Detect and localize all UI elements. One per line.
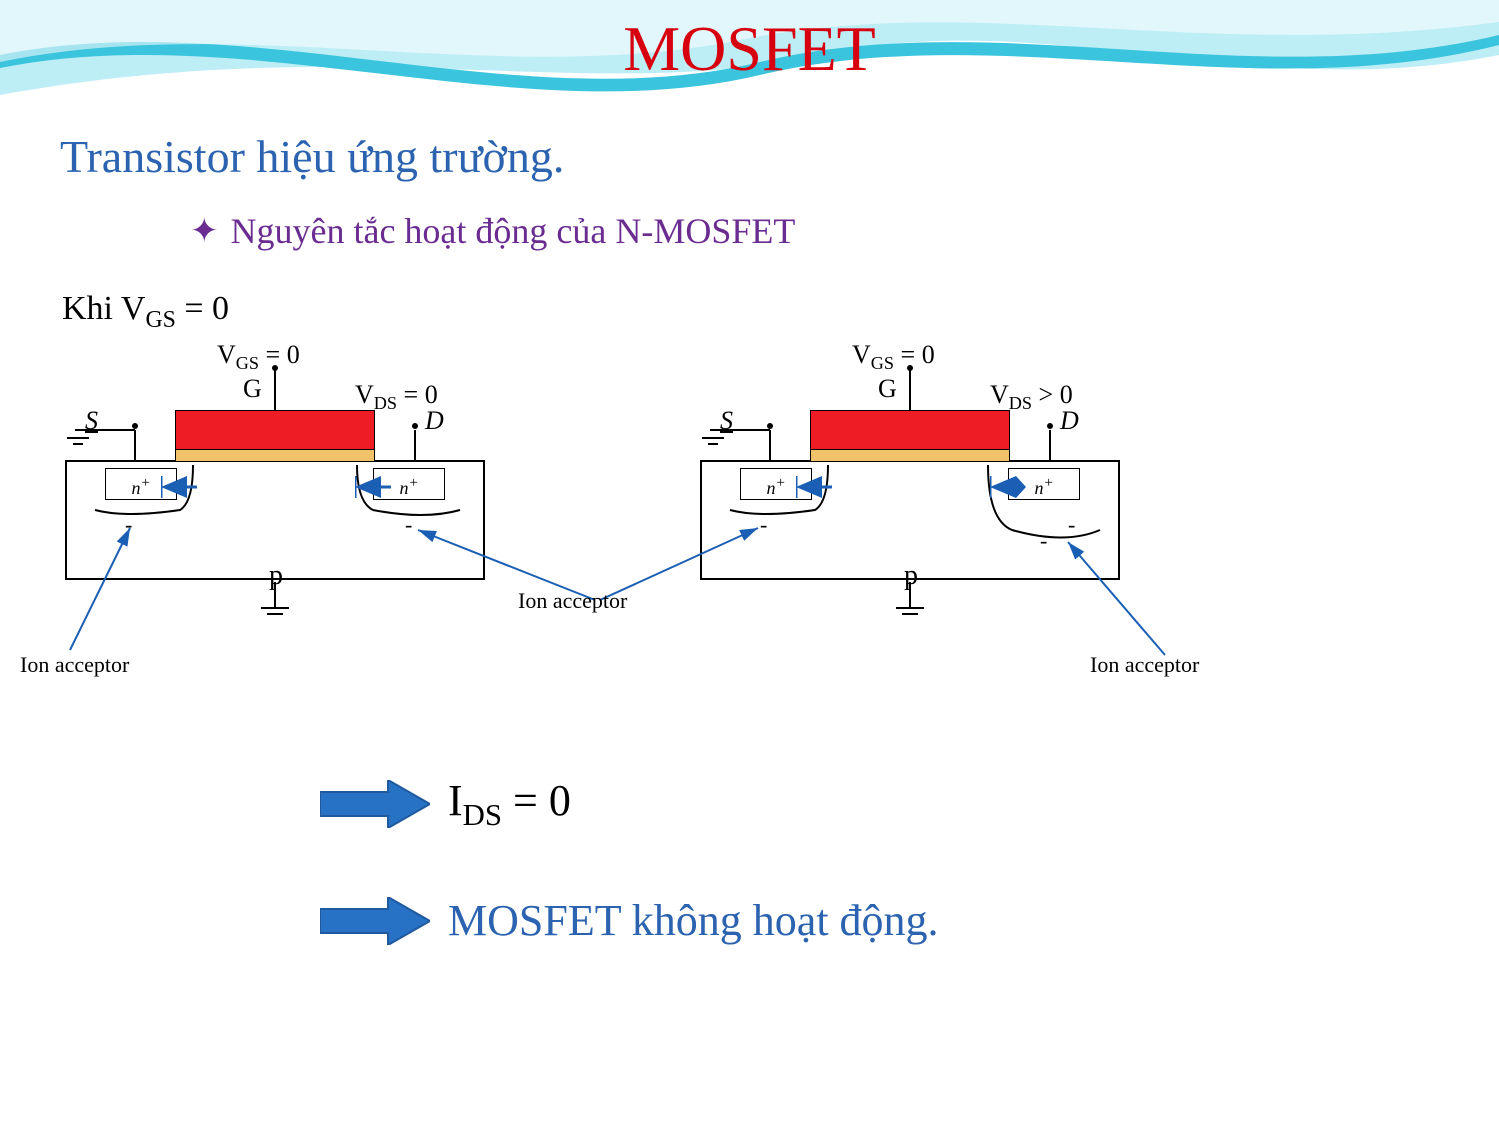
oxide-layer <box>810 448 1010 462</box>
slide-subtitle: Transistor hiệu ứng trường. <box>60 130 564 183</box>
diode-right-icon <box>990 476 1026 498</box>
vgs-label-right: VGS = 0 <box>852 340 935 374</box>
oxide-layer <box>175 448 375 462</box>
ids-text: IDS = 0 <box>448 775 571 833</box>
terminal-s: S <box>720 406 733 436</box>
bullet-line: ✦ Nguyên tắc hoạt động của N-MOSFET <box>190 210 795 252</box>
result-status: MOSFET không hoạt động. <box>320 895 939 946</box>
condition-text: Khi VGS = 0 <box>62 290 229 334</box>
status-text: MOSFET không hoạt động. <box>448 895 939 946</box>
diode-left-icon <box>796 476 832 498</box>
bullet-star-icon: ✦ <box>190 211 219 251</box>
diode-right-icon <box>355 476 391 498</box>
bullet-text: Nguyên tắc hoạt động của N-MOSFET <box>231 210 796 252</box>
slide-title: MOSFET <box>0 12 1499 86</box>
diode-left-icon <box>161 476 197 498</box>
arrow-right-icon <box>320 780 430 828</box>
terminal-s: S <box>85 406 98 436</box>
mosfet-diagram-left: n+ n+ - - S G D p VGS <box>65 360 485 560</box>
ion-acceptor-left: Ion acceptor <box>20 652 129 678</box>
gate-metal <box>175 410 375 450</box>
ion-acceptor-right: Ion acceptor <box>1090 652 1199 678</box>
arrow-right-icon <box>320 897 430 945</box>
p-substrate-label: p <box>904 560 918 592</box>
gate-metal <box>810 410 1010 450</box>
diagram-area: n+ n+ - - S G D p VGS <box>0 330 1499 710</box>
mosfet-diagram-right: n+ n+ - - - S G D p VGS = 0 VDS > 0 <box>700 360 1120 560</box>
vgs-label-left: VGS = 0 <box>217 340 300 374</box>
ion-acceptor-mid: Ion acceptor <box>518 588 627 614</box>
result-ids: IDS = 0 <box>320 775 571 833</box>
terminal-g: G <box>878 374 897 404</box>
terminal-g: G <box>243 374 262 404</box>
p-substrate-label: p <box>269 560 283 592</box>
